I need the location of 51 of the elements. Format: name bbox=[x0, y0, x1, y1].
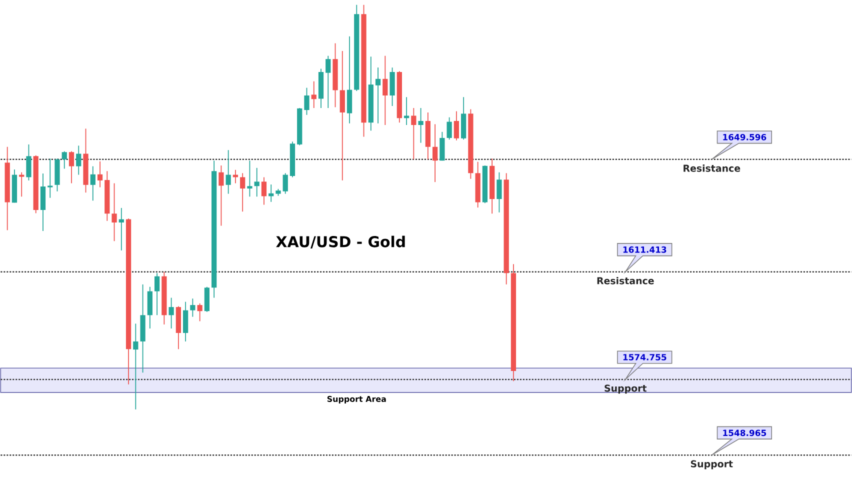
annotation: 1649.596 bbox=[723, 134, 766, 140]
annotation: 1574.755 bbox=[623, 354, 666, 360]
candlestick bbox=[147, 286, 152, 329]
candlestick bbox=[197, 302, 202, 322]
annotation: 1611.413 bbox=[623, 246, 666, 253]
candlestick bbox=[40, 172, 46, 232]
candlestick bbox=[19, 172, 24, 197]
candlestick bbox=[133, 323, 138, 410]
candlestick bbox=[261, 176, 267, 206]
candlestick bbox=[190, 298, 196, 318]
candlestick bbox=[418, 107, 424, 144]
candlestick bbox=[218, 164, 224, 226]
candlestick bbox=[346, 36, 352, 124]
candlestick bbox=[112, 182, 117, 242]
candlestick bbox=[446, 116, 452, 140]
candlestick bbox=[311, 80, 316, 108]
candlestick bbox=[440, 131, 445, 161]
annotation: 1548.965 bbox=[723, 430, 766, 436]
candlestick bbox=[182, 301, 188, 342]
candlestick bbox=[390, 66, 395, 106]
ref-line-label: Resistance bbox=[684, 164, 740, 172]
candlestick bbox=[97, 160, 103, 188]
candlestick bbox=[26, 144, 32, 181]
candlestick bbox=[282, 172, 288, 194]
candlestick bbox=[382, 55, 388, 126]
candlestick bbox=[375, 66, 381, 124]
candlestick bbox=[454, 110, 460, 141]
candlestick bbox=[76, 145, 82, 176]
ref-line-label: Support bbox=[604, 384, 647, 394]
candlestick bbox=[48, 158, 53, 198]
candlestick bbox=[340, 50, 345, 181]
candlestick bbox=[62, 150, 67, 170]
candlestick bbox=[254, 167, 260, 197]
ref-line-label: Support bbox=[690, 460, 733, 470]
candlestick bbox=[411, 107, 416, 160]
candlestick bbox=[68, 150, 74, 184]
candlestick bbox=[154, 272, 160, 316]
candlestick bbox=[326, 55, 331, 108]
candlestick bbox=[432, 124, 438, 182]
candlestick bbox=[247, 160, 252, 197]
candlestick bbox=[168, 297, 174, 329]
candlestick bbox=[90, 166, 96, 201]
candlestick bbox=[204, 286, 210, 312]
text: XAU/USD - Gold bbox=[276, 236, 405, 248]
candlestick bbox=[226, 150, 231, 194]
candlestick bbox=[118, 207, 124, 251]
candlestick bbox=[496, 172, 502, 213]
candlestick bbox=[240, 172, 246, 212]
candlestick bbox=[404, 96, 410, 126]
ref-line-label: Resistance bbox=[597, 276, 654, 284]
candlestick bbox=[304, 87, 310, 116]
